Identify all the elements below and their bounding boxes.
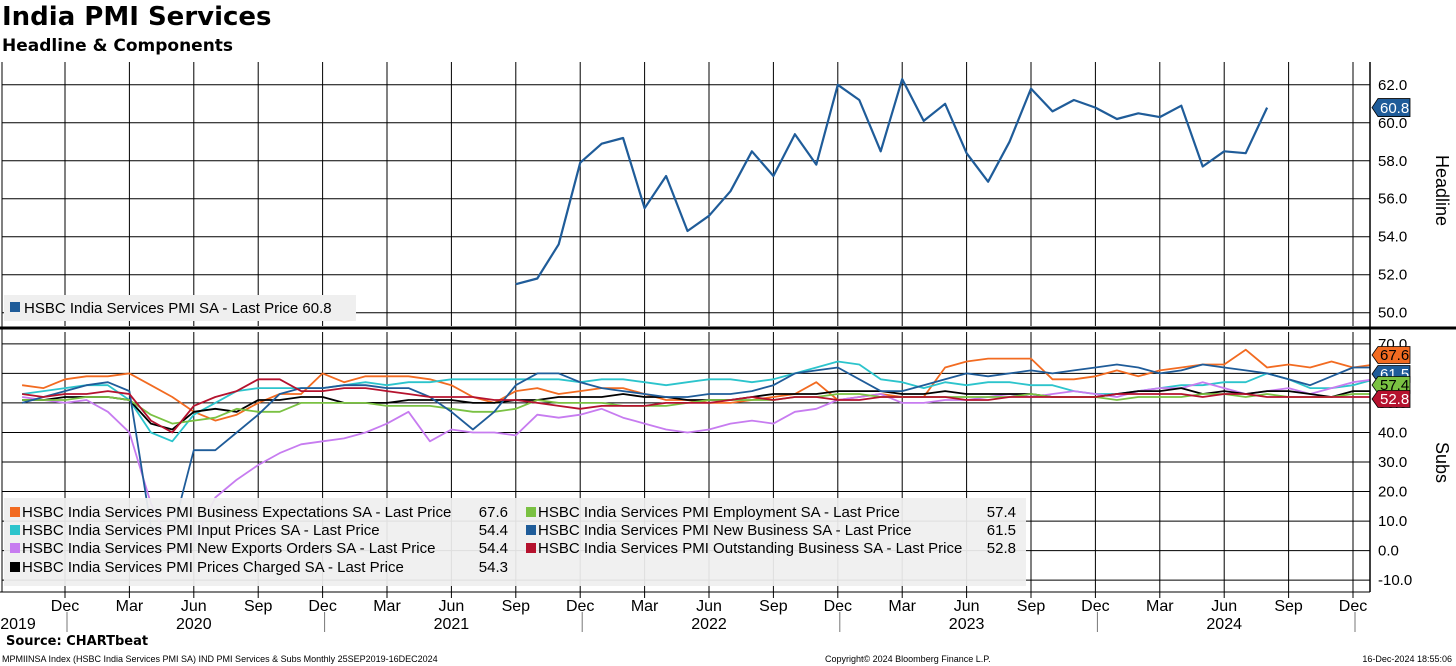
- headline-series-line: [515, 77, 1269, 286]
- x-tick-label: Sep: [502, 598, 531, 615]
- footer-timestamp: 16-Dec-2024 18:55:06: [1362, 654, 1452, 664]
- x-tick-label: Jun: [1211, 598, 1237, 615]
- legend-value-employment: 57.4: [987, 504, 1016, 521]
- ytick-label-top: 60.0: [1378, 115, 1407, 132]
- legend-label-business_expectations: HSBC India Services PMI Business Expecta…: [22, 504, 451, 521]
- legend-swatch-new_exports: [10, 543, 20, 553]
- ytick-label-bottom: 20.0: [1378, 484, 1407, 501]
- legend-value-new_exports: 54.4: [479, 540, 508, 557]
- x-tick-label: Sep: [244, 598, 273, 615]
- x-year-label: 2022: [691, 616, 727, 633]
- ytick-label-top: 62.0: [1378, 77, 1407, 94]
- ytick-label-bottom: 0.0: [1378, 543, 1399, 560]
- x-tick-label: Dec: [1081, 598, 1109, 615]
- footer-copyright: Copyright© 2024 Bloomberg Finance L.P.: [825, 654, 991, 664]
- footer-security: MPMIINSA Index (HSBC India Services PMI …: [2, 654, 438, 664]
- x-tick-label: Dec: [308, 598, 336, 615]
- legend-value-business_expectations: 67.6: [479, 504, 508, 521]
- subs-series: [21, 348, 1370, 552]
- legend-label-new_business: HSBC India Services PMI New Business SA …: [538, 522, 911, 539]
- x-tick-label: Dec: [1339, 598, 1367, 615]
- x-tick-label: Mar: [373, 598, 401, 615]
- subs-last-price-text-employment: 57.4: [1380, 377, 1409, 394]
- legend-swatch-new_business: [526, 525, 536, 535]
- x-year-label: 2024: [1206, 616, 1242, 633]
- x-tick-label: Sep: [759, 598, 788, 615]
- x-tick-label: Dec: [51, 598, 79, 615]
- legend-swatch-business_expectations: [10, 507, 20, 517]
- x-tick-label: Mar: [631, 598, 659, 615]
- x-year-label: 2021: [434, 616, 470, 633]
- ytick-label-top: 52.0: [1378, 267, 1407, 284]
- ytick-label-bottom: 10.0: [1378, 513, 1407, 530]
- headline-series: [515, 77, 1269, 286]
- chart-subtitle: Headline & Components: [2, 36, 234, 56]
- ytick-label-bottom: 40.0: [1378, 424, 1407, 441]
- legend-label-headline: HSBC India Services PMI SA - Last Price …: [24, 300, 332, 317]
- legend-swatch-outstanding_business: [526, 543, 536, 553]
- ytick-label-top: 58.0: [1378, 153, 1407, 170]
- last-price-labels: 60.867.661.557.452.8: [1371, 98, 1411, 408]
- y-axis-title-top: Headline: [1432, 155, 1452, 226]
- chart-title: India PMI Services: [2, 2, 272, 32]
- subs-series-line-new_business: [21, 363, 1370, 534]
- source-note: Source: CHARTbeat: [6, 634, 149, 649]
- x-tick-label: Jun: [181, 598, 207, 615]
- x-tick-label: Jun: [439, 598, 465, 615]
- x-tick-label: Dec: [824, 598, 852, 615]
- legend-label-new_exports: HSBC India Services PMI New Exports Orde…: [22, 540, 435, 557]
- ytick-label-bottom: -10.0: [1378, 572, 1412, 589]
- legend-label-prices_charged: HSBC India Services PMI Prices Charged S…: [22, 559, 404, 576]
- x-tick-label: Jun: [696, 598, 722, 615]
- headline-last-price-tag: [1371, 98, 1411, 117]
- ytick-label-top: 56.0: [1378, 191, 1407, 208]
- ytick-label-bottom: 30.0: [1378, 454, 1407, 471]
- y-axis-title-bottom: Subs: [1432, 442, 1452, 483]
- legend-label-outstanding_business: HSBC India Services PMI Outstanding Busi…: [538, 540, 962, 557]
- x-tick-label: Mar: [1146, 598, 1174, 615]
- legend-value-input_prices: 54.4: [479, 522, 508, 539]
- legend-swatch-input_prices: [10, 525, 20, 535]
- x-tick-label: Mar: [116, 598, 144, 615]
- legend-swatch-employment: [526, 507, 536, 517]
- subs-last-price-text-business_expectations: 67.6: [1380, 347, 1409, 364]
- legend-box-bottom: [4, 498, 1026, 586]
- headline-last-price-text: 60.8: [1380, 100, 1409, 117]
- ytick-label-top: 54.0: [1378, 229, 1407, 246]
- subs-series-line-business_expectations: [21, 348, 1370, 422]
- x-tick-label: Dec: [566, 598, 594, 615]
- x-tick-label: Jun: [954, 598, 980, 615]
- legend-label-input_prices: HSBC India Services PMI Input Prices SA …: [22, 522, 380, 539]
- subs-series-line-prices_charged: [22, 387, 1370, 431]
- subs-series-line-outstanding_business: [21, 378, 1370, 434]
- subs-last-price-text-outstanding_business: 52.8: [1380, 391, 1409, 408]
- axes: 50.0 52.0 54.0 56.0 58.0 60.0 62.0 -10.0 0.0 10.0…: [0, 77, 1452, 633]
- legend-swatch-prices_charged: [10, 562, 20, 572]
- subs-last-price-tag-outstanding_business: [1371, 390, 1411, 408]
- panel-frames: [0, 62, 1456, 593]
- legends: HSBC India Services PMI SA - Last Price …: [4, 295, 1026, 586]
- x-tick-label: Mar: [888, 598, 916, 615]
- ytick-label-top: 50.0: [1378, 305, 1407, 322]
- x-tick-label: Sep: [1274, 598, 1303, 615]
- legend-label-employment: HSBC India Services PMI Employment SA - …: [538, 504, 900, 521]
- x-year-label: 2019: [0, 616, 36, 633]
- subs-last-price-tag-business_expectations: [1371, 346, 1411, 364]
- legend-value-outstanding_business: 52.8: [987, 540, 1016, 557]
- x-tick-label: Sep: [1017, 598, 1046, 615]
- legend-value-new_business: 61.5: [987, 522, 1016, 539]
- legend-value-prices_charged: 54.3: [479, 559, 508, 576]
- legend-swatch-headline: [10, 302, 20, 312]
- x-year-label: 2020: [176, 616, 212, 633]
- subs-series-line-input_prices: [21, 360, 1370, 443]
- headline-grid: [2, 62, 1370, 326]
- x-year-label: 2023: [949, 616, 985, 633]
- subs-series-line-new_exports: [21, 378, 1370, 552]
- legend-box-top: [4, 295, 356, 321]
